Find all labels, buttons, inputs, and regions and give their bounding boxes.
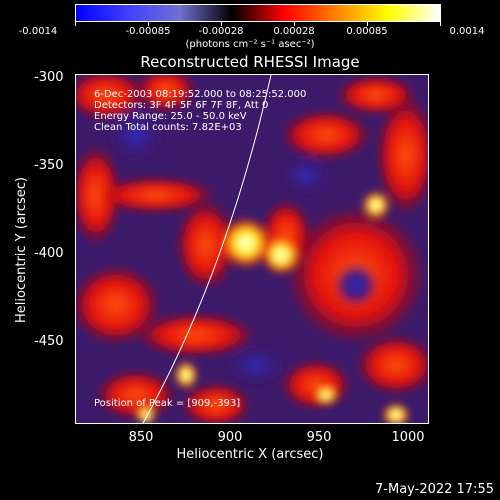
y-tick-label: -450 <box>34 334 64 349</box>
colorbar-tick <box>440 22 441 26</box>
image-plot: 6-Dec-2003 08:19:52.000 to 08:25:52.000 … <box>75 74 429 424</box>
colorbar-tick <box>75 22 76 26</box>
info-energy: Energy Range: 25.0 - 50.0 keV <box>94 111 247 122</box>
x-tick-label: 900 <box>217 430 243 445</box>
colorbar-label: 0.00085 <box>346 26 388 37</box>
colorbar-label: -0.00028 <box>198 26 244 37</box>
image-title: Reconstructed RHESSI Image <box>140 53 360 71</box>
colorbar-label: -0.00085 <box>125 26 171 37</box>
colorbar-tick <box>148 22 149 26</box>
solar-limb-line <box>142 75 272 423</box>
y-axis-label: Heliocentric Y (arcsec) <box>14 177 29 323</box>
info-time-range: 6-Dec-2003 08:19:52.000 to 08:25:52.000 <box>94 89 307 100</box>
x-tick-label: 850 <box>128 430 154 445</box>
x-tick-label: 950 <box>306 430 332 445</box>
y-tick-label: -300 <box>34 70 64 85</box>
colorbar-label: 0.00028 <box>273 26 315 37</box>
colorbar-units: (photons cm⁻² s⁻¹ asec⁻²) <box>185 39 315 50</box>
x-axis-label: Heliocentric X (arcsec) <box>176 447 324 462</box>
peak-position: Position of Peak = [909,-393] <box>94 398 241 409</box>
colorbar-tick <box>367 22 368 26</box>
colorbar <box>75 4 441 22</box>
info-clean: Clean Total counts: 7.82E+03 <box>94 122 242 133</box>
colorbar-label: 0.0014 <box>449 26 485 37</box>
x-tick-label: 1000 <box>391 430 425 445</box>
colorbar-tick <box>221 22 222 26</box>
info-detectors: Detectors: 3F 4F 5F 6F 7F 8F, Att 0 <box>94 100 269 111</box>
y-tick-label: -400 <box>34 246 64 261</box>
timestamp: 7-May-2022 17:55 <box>375 482 494 497</box>
y-tick-label: -350 <box>34 158 64 173</box>
image-canvas <box>76 75 428 423</box>
colorbar-tick <box>294 22 295 26</box>
colorbar-label: -0.0014 <box>18 26 58 37</box>
